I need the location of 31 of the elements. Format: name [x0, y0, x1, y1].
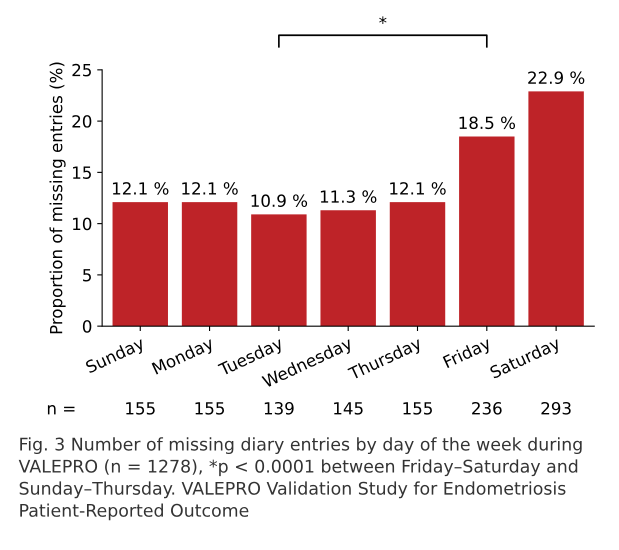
bar	[320, 210, 376, 326]
text: 139	[264, 402, 294, 415]
text: 293	[541, 402, 571, 415]
y-tick-label: 5	[83, 269, 91, 282]
text: 236	[472, 402, 502, 415]
y-tick-label: 25	[72, 64, 91, 76]
text: 145	[334, 402, 363, 415]
bar	[182, 202, 238, 326]
bar	[251, 214, 307, 326]
text: n =	[48, 405, 74, 414]
y-axis-title: Proportion of missing entries (%)	[50, 62, 66, 334]
y-tick-label: 0	[82, 320, 92, 333]
bar	[528, 91, 584, 326]
data-label: 12.1 %	[182, 182, 238, 195]
y-tick-label: 10	[73, 218, 92, 230]
bar	[390, 202, 446, 326]
data-label: 22.9 %	[528, 71, 584, 84]
text: 155	[195, 402, 224, 415]
bar	[112, 202, 168, 326]
y-tick-label: 20	[72, 115, 92, 128]
data-label: 12.1 %	[390, 182, 446, 195]
caption: Fig. 3 Number of missing diary entries by day of the week during VALEPRO (n = 1278), *p < 0.0001 between Friday–Saturday and Sunday–Thursday. VALEPRO Validation Study for Endometriosis Patient-Reported Outcome	[18, 437, 582, 520]
text: 155	[403, 402, 432, 415]
data-label: 10.9 %	[252, 194, 308, 208]
text: 155	[126, 402, 155, 415]
data-label: 18.5 %	[460, 116, 516, 130]
y-tick-label: 15	[73, 166, 91, 179]
data-label: 12.1 %	[112, 182, 168, 195]
text: *	[379, 16, 387, 24]
data-label: 11.3 %	[320, 190, 376, 203]
bar	[459, 136, 515, 326]
